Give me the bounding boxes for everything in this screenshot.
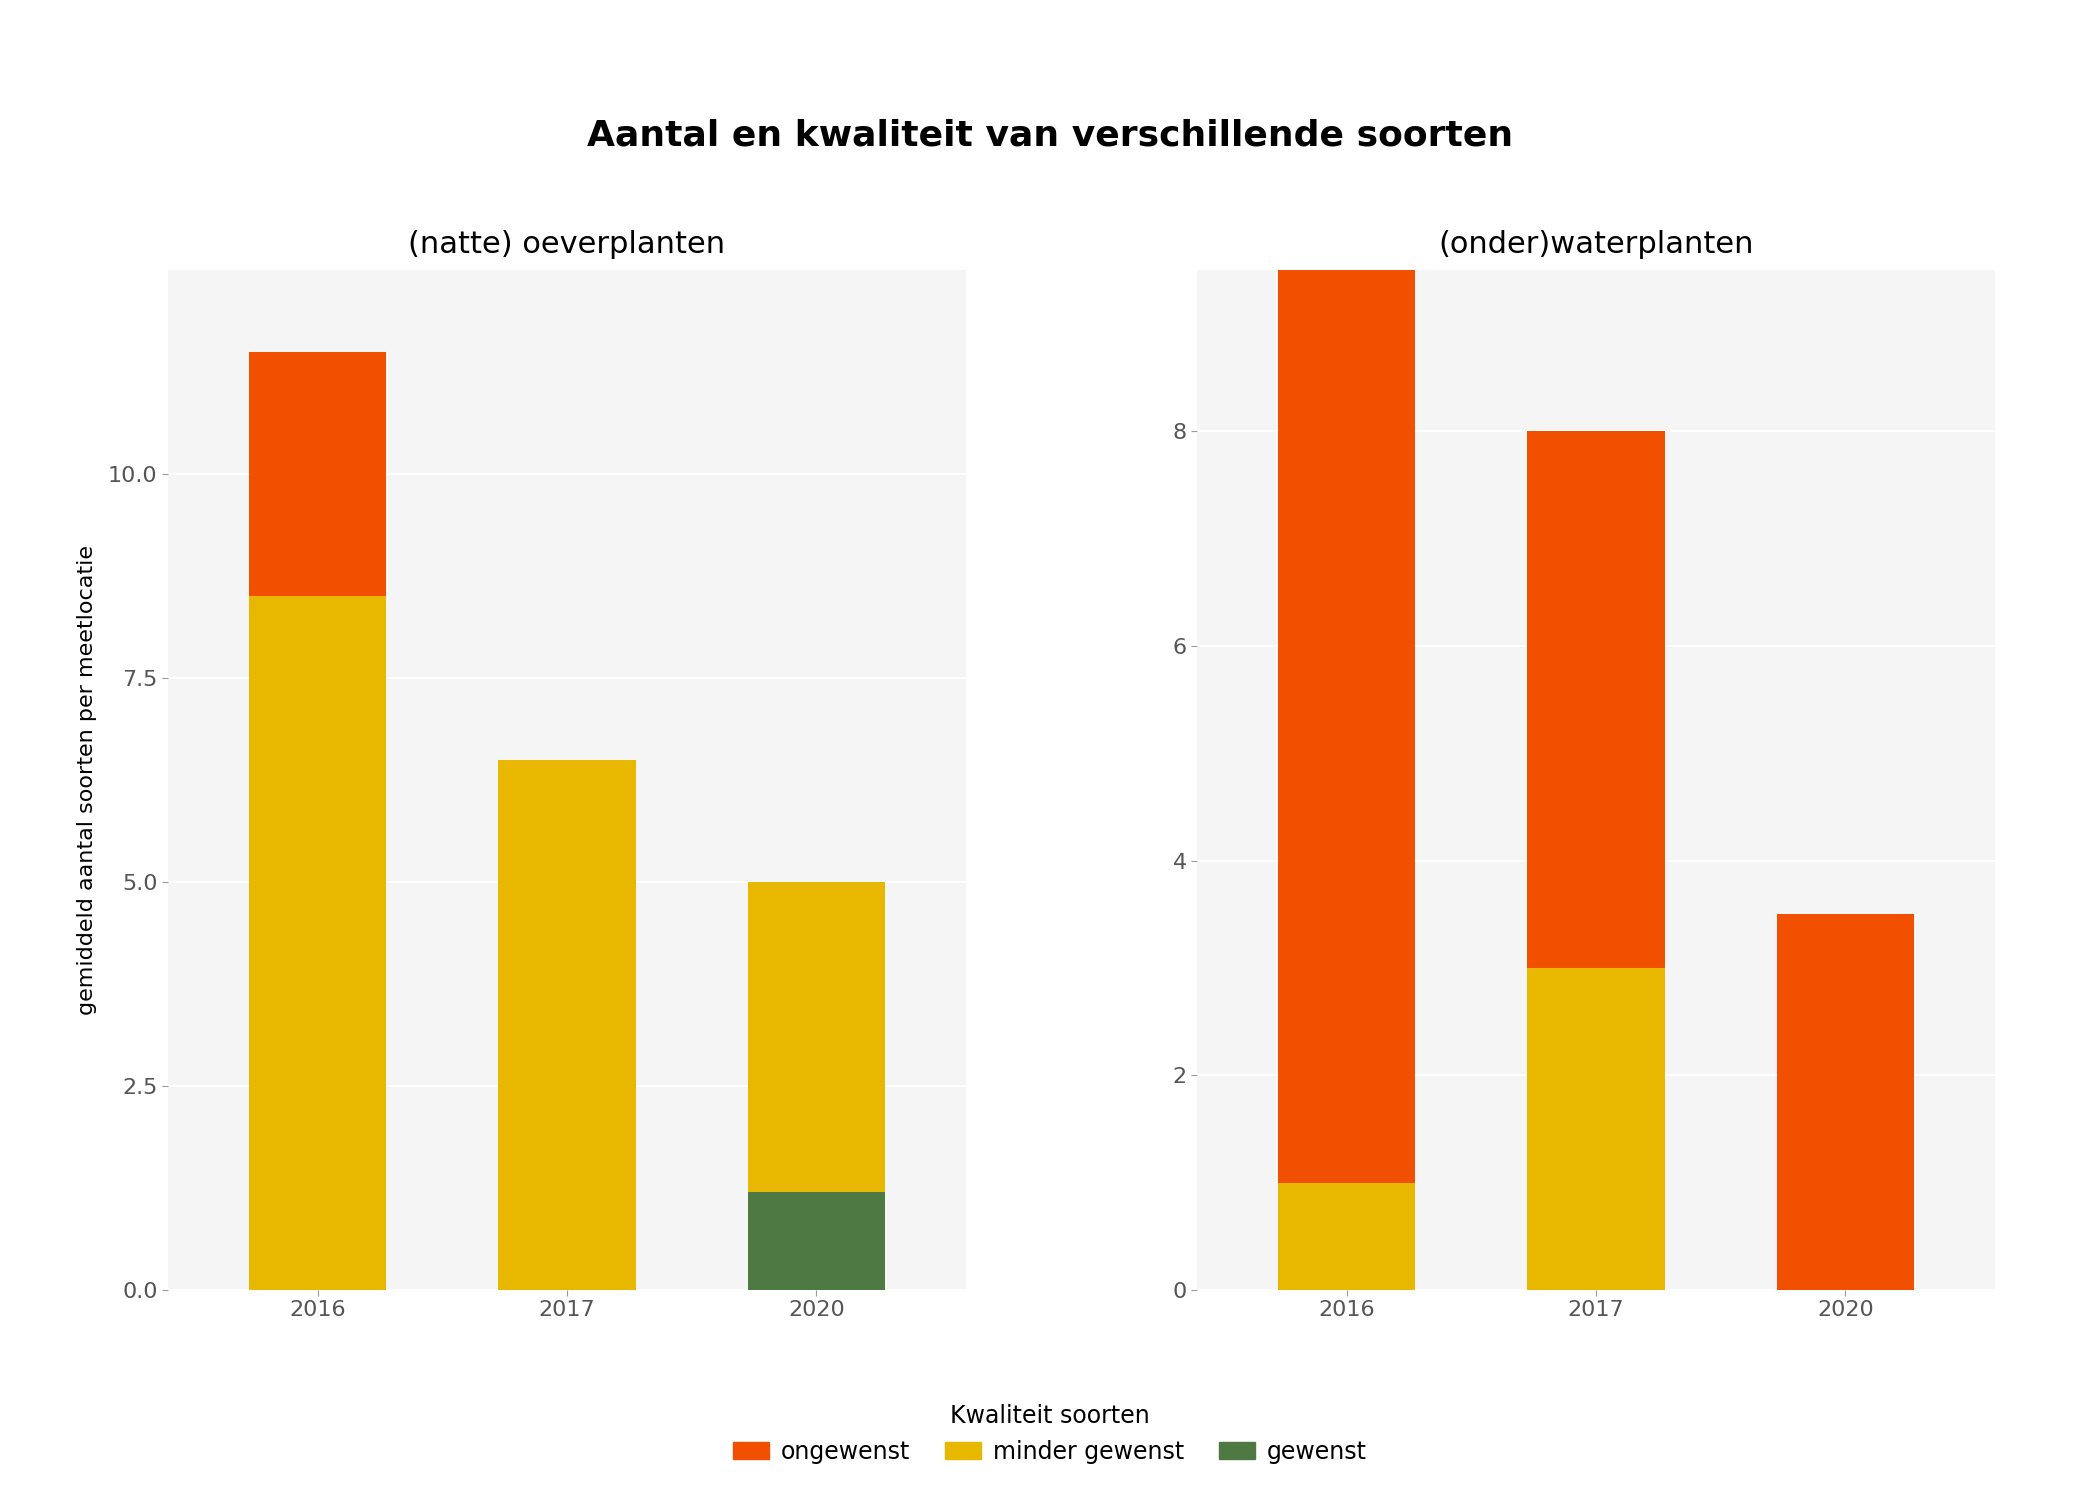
Y-axis label: gemiddeld aantal soorten per meetlocatie: gemiddeld aantal soorten per meetlocatie [78,544,97,1016]
Legend: ongewenst, minder gewenst, gewenst: ongewenst, minder gewenst, gewenst [724,1395,1376,1473]
Bar [748,882,884,1192]
Title: (natte) oeverplanten: (natte) oeverplanten [407,231,727,260]
Bar [1279,270,1415,1182]
Bar [748,1192,884,1290]
Bar [1777,914,1913,1290]
Bar [1527,968,1665,1290]
Bar [498,759,636,1290]
Text: Aantal en kwaliteit van verschillende soorten: Aantal en kwaliteit van verschillende so… [586,118,1514,152]
Bar [1527,430,1665,968]
Bar [1279,1182,1415,1290]
Bar [250,351,386,597]
Bar [250,597,386,1290]
Title: (onder)waterplanten: (onder)waterplanten [1438,231,1753,260]
